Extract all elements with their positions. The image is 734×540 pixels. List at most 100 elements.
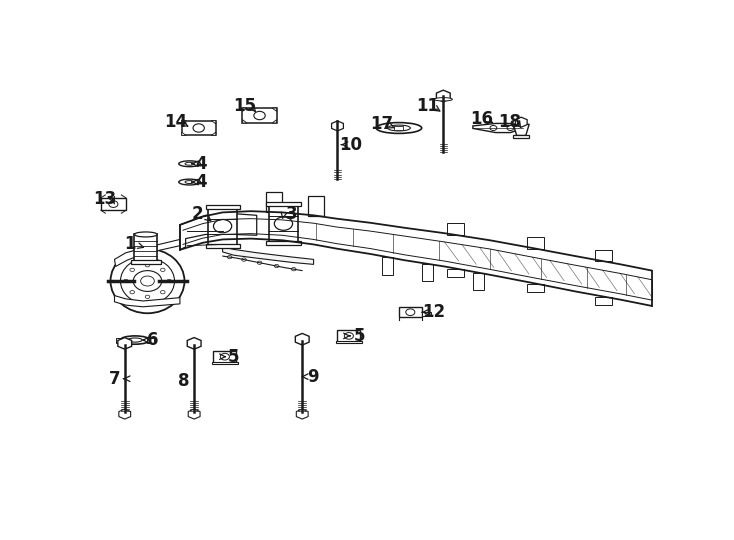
Bar <box>447 268 465 277</box>
Circle shape <box>193 124 204 132</box>
Bar <box>266 202 300 206</box>
Text: 5: 5 <box>353 327 365 345</box>
Circle shape <box>167 279 172 282</box>
Circle shape <box>228 255 232 259</box>
Ellipse shape <box>111 249 184 313</box>
Polygon shape <box>513 124 529 136</box>
Text: 10: 10 <box>339 136 362 154</box>
Text: 2: 2 <box>191 206 203 224</box>
Text: 12: 12 <box>423 303 446 321</box>
Circle shape <box>130 291 134 294</box>
Text: 8: 8 <box>178 372 189 390</box>
Bar <box>527 237 544 248</box>
Circle shape <box>507 125 514 131</box>
Polygon shape <box>297 409 308 419</box>
Bar <box>473 273 484 290</box>
Polygon shape <box>211 132 216 136</box>
Text: 3: 3 <box>286 206 298 224</box>
Bar <box>399 307 421 317</box>
Circle shape <box>145 295 150 299</box>
Bar <box>148 338 154 342</box>
Polygon shape <box>473 124 523 133</box>
Bar <box>595 249 612 261</box>
Polygon shape <box>332 121 344 131</box>
Circle shape <box>161 291 165 294</box>
Polygon shape <box>180 214 257 250</box>
Text: 5: 5 <box>228 348 240 366</box>
Bar <box>447 224 465 235</box>
Circle shape <box>275 265 279 268</box>
Bar <box>134 234 157 261</box>
Bar <box>421 312 431 315</box>
Polygon shape <box>119 409 131 419</box>
Polygon shape <box>295 333 309 345</box>
Ellipse shape <box>435 98 452 101</box>
Ellipse shape <box>185 163 194 165</box>
Circle shape <box>490 125 497 131</box>
Bar <box>338 330 360 342</box>
Bar <box>181 120 216 136</box>
Text: 18: 18 <box>498 113 521 131</box>
Polygon shape <box>242 108 247 111</box>
Text: 1: 1 <box>125 234 137 253</box>
Circle shape <box>134 271 161 292</box>
Bar <box>421 264 433 281</box>
Circle shape <box>406 309 415 315</box>
Text: 4: 4 <box>195 173 207 191</box>
Circle shape <box>109 201 118 207</box>
Bar <box>382 257 393 274</box>
Polygon shape <box>272 120 277 123</box>
Bar <box>394 125 404 131</box>
Circle shape <box>220 353 230 360</box>
Circle shape <box>123 279 128 282</box>
Polygon shape <box>515 117 527 127</box>
Text: 13: 13 <box>92 190 116 208</box>
Ellipse shape <box>134 232 157 237</box>
Polygon shape <box>115 239 180 266</box>
Circle shape <box>258 261 262 265</box>
Bar <box>269 205 298 243</box>
Bar <box>116 338 123 342</box>
Bar <box>206 244 239 248</box>
Ellipse shape <box>128 338 142 342</box>
Circle shape <box>130 268 134 272</box>
Text: 15: 15 <box>233 97 255 116</box>
Text: 17: 17 <box>370 115 393 133</box>
Text: 4: 4 <box>195 155 207 173</box>
Circle shape <box>291 267 296 271</box>
Bar <box>266 241 300 245</box>
Polygon shape <box>118 338 131 349</box>
Polygon shape <box>181 120 186 124</box>
Bar <box>101 198 126 210</box>
Ellipse shape <box>388 125 410 131</box>
Ellipse shape <box>185 180 194 184</box>
Circle shape <box>254 111 265 120</box>
Circle shape <box>161 268 165 272</box>
Bar <box>527 284 544 292</box>
Ellipse shape <box>179 161 200 167</box>
Bar <box>214 351 236 362</box>
Text: 7: 7 <box>109 370 120 388</box>
Text: 11: 11 <box>416 97 439 116</box>
Ellipse shape <box>376 123 421 133</box>
Polygon shape <box>211 120 216 124</box>
Polygon shape <box>437 90 450 102</box>
Polygon shape <box>272 108 277 111</box>
Circle shape <box>214 219 232 233</box>
Circle shape <box>241 258 246 261</box>
Bar <box>208 207 237 245</box>
Polygon shape <box>187 338 201 349</box>
Bar <box>513 134 529 138</box>
Polygon shape <box>222 247 313 265</box>
Bar <box>242 108 277 123</box>
Bar <box>131 260 161 264</box>
Polygon shape <box>181 132 186 136</box>
Ellipse shape <box>120 336 150 344</box>
Circle shape <box>275 217 293 230</box>
Bar <box>212 362 238 364</box>
Ellipse shape <box>179 179 200 185</box>
Bar <box>335 341 362 343</box>
Circle shape <box>145 264 150 267</box>
Text: 14: 14 <box>164 113 187 131</box>
Text: 6: 6 <box>148 331 159 349</box>
